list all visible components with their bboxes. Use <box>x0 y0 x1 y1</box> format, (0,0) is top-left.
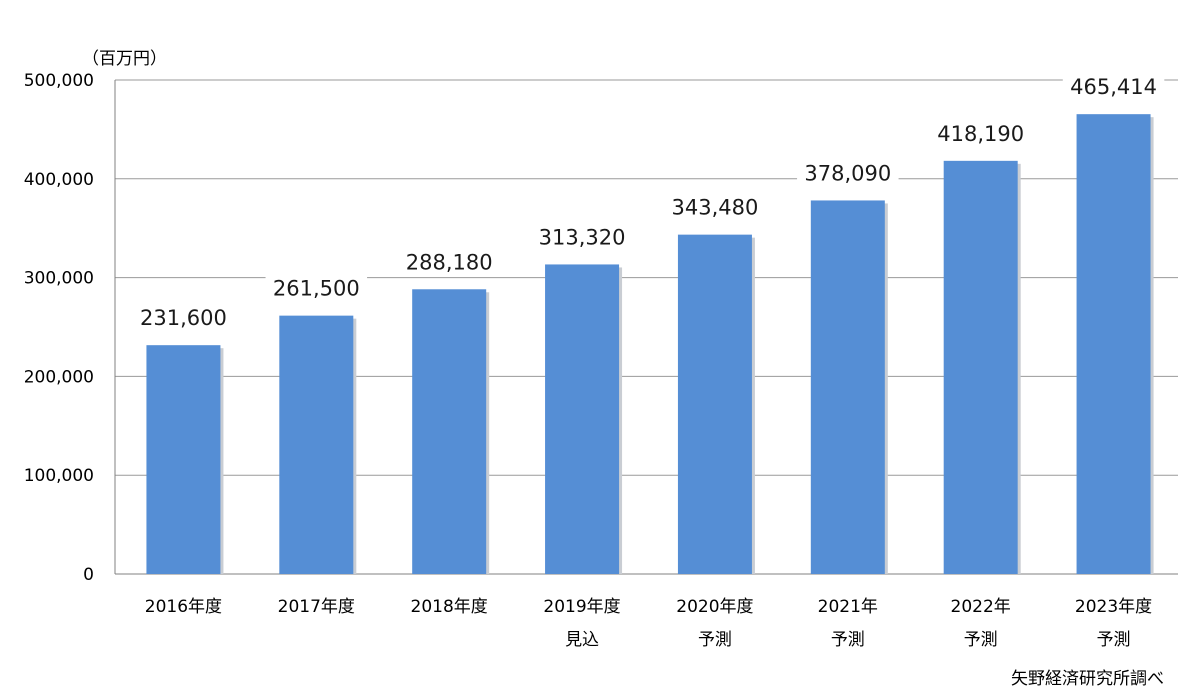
bars <box>146 114 1154 575</box>
x-tick-label: 2022年 <box>951 597 1011 617</box>
value-label: 231,600 <box>140 306 227 330</box>
y-tick-label: 400,000 <box>24 170 94 190</box>
x-tick-label: 2016年度 <box>145 597 222 617</box>
x-tick-label: 2018年度 <box>411 597 488 617</box>
bar <box>545 264 620 574</box>
x-tick-label: 2020年度 <box>676 597 753 617</box>
x-tick-label: 予測 <box>831 630 865 650</box>
value-label: 261,500 <box>273 277 360 301</box>
y-tick-label: 300,000 <box>24 269 94 289</box>
bar <box>1076 114 1151 575</box>
y-tick-label: 0 <box>83 565 94 585</box>
value-label-background <box>1062 71 1165 100</box>
bar <box>279 315 354 574</box>
value-label-background <box>664 191 766 220</box>
x-tick-label: 2021年 <box>818 597 878 617</box>
x-axis-ticks: 2016年度 2017年度 2018年度 2019年度見込2020年度予測2021年予… <box>145 597 1152 650</box>
value-label: 313,320 <box>539 225 626 249</box>
y-tick-label: 500,000 <box>24 71 94 91</box>
y-axis-unit-label: （百万円） <box>82 49 167 69</box>
value-label-background <box>929 117 1032 146</box>
x-tick-label: 予測 <box>698 630 732 650</box>
value-label-background <box>797 157 899 186</box>
x-tick-label: 見込 <box>565 630 599 650</box>
x-tick-label: 2019年度 <box>543 597 620 617</box>
x-tick-label: 予測 <box>1097 630 1131 650</box>
source-note: 矢野経済研究所調べ <box>1011 669 1164 689</box>
bar <box>677 234 752 574</box>
value-label-background <box>132 302 235 331</box>
value-label: 418,190 <box>937 122 1024 146</box>
y-axis-ticks: 0 100,000 200,000 300,000 400,000 500,000 <box>24 71 94 585</box>
bar <box>146 345 221 574</box>
value-label: 378,090 <box>804 161 891 185</box>
value-labels: 231,600 261,500 288,180 313,320 343,480 378,0… <box>132 71 1165 331</box>
value-label-background <box>531 221 633 250</box>
x-tick-label: 2023年度 <box>1075 597 1152 617</box>
x-tick-label: 予測 <box>964 630 998 650</box>
value-label: 288,180 <box>406 250 493 274</box>
bar <box>943 160 1018 574</box>
bar <box>412 289 487 574</box>
y-tick-label: 200,000 <box>24 367 94 387</box>
y-tick-label: 100,000 <box>24 466 94 486</box>
value-label: 343,480 <box>672 196 759 220</box>
value-label-background <box>398 246 500 275</box>
value-label: 465,414 <box>1070 75 1157 99</box>
x-tick-label: 2017年度 <box>278 597 355 617</box>
value-label-background <box>265 272 368 301</box>
bar <box>810 200 885 574</box>
